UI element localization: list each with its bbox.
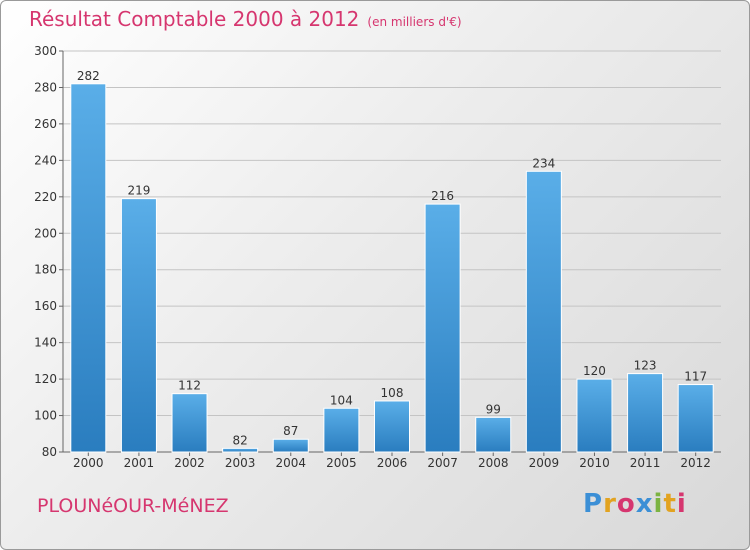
bar-2002 (171, 393, 208, 453)
y-tick-label: 140 (34, 336, 57, 350)
title-text: Résultat Comptable 2000 à 2012 (29, 7, 360, 31)
y-tick-label: 260 (34, 117, 57, 131)
data-label: 99 (486, 402, 501, 416)
bar-2006 (374, 400, 410, 453)
bar-2004 (272, 438, 309, 453)
logo-letter: r (603, 489, 617, 519)
x-tick-label: 2011 (630, 456, 661, 470)
data-label: 112 (178, 379, 201, 393)
y-tick-label: 220 (34, 190, 57, 204)
data-label: 117 (684, 370, 707, 384)
y-tick-label: 240 (34, 153, 57, 167)
proxiti-logo: Proxiti (583, 489, 687, 519)
data-label: 120 (583, 364, 606, 378)
bar-2012 (677, 384, 714, 453)
x-tick-label: 2004 (275, 456, 306, 470)
y-tick-label: 180 (34, 263, 57, 277)
y-tick-label: 300 (34, 44, 57, 58)
y-tick-label: 80 (42, 445, 57, 459)
logo-letter: i (653, 489, 664, 519)
y-tick-label: 160 (34, 299, 57, 313)
x-tick-label: 2000 (73, 456, 104, 470)
y-tick-label: 200 (34, 226, 57, 240)
x-tick-label: 2009 (529, 456, 560, 470)
x-tick-label: 2005 (326, 456, 357, 470)
logo-letter: t (663, 489, 677, 519)
x-tick-label: 2012 (680, 456, 711, 470)
data-label: 282 (77, 69, 100, 83)
y-tick-label: 280 (34, 80, 57, 94)
x-tick-label: 2001 (124, 456, 155, 470)
bar-2005 (323, 407, 360, 453)
logo-letter: i (676, 489, 687, 519)
logo-letter: P (583, 489, 604, 519)
x-tick-label: 2002 (174, 456, 205, 470)
bar-2008 (475, 416, 512, 453)
bar-2011 (627, 373, 664, 453)
x-tick-label: 2003 (225, 456, 256, 470)
y-tick-label: 100 (34, 409, 57, 423)
x-tick-label: 2007 (427, 456, 458, 470)
data-label: 82 (233, 433, 248, 447)
x-tick-label: 2006 (377, 456, 408, 470)
commune-name: PLOUNéOUR-MéNEZ (37, 495, 229, 517)
bar-2009 (525, 170, 562, 453)
chart-title: Résultat Comptable 2000 à 2012 (en millie… (29, 7, 462, 31)
x-tick-label: 2008 (478, 456, 509, 470)
bar-2007 (424, 203, 461, 453)
bar-2000 (70, 83, 107, 453)
data-label: 234 (532, 156, 555, 170)
logo-letter: o (616, 489, 636, 519)
chart-subtitle: (en milliers d'€) (367, 15, 462, 29)
logo-letter: x (635, 489, 654, 519)
bar-2010 (576, 378, 613, 453)
data-label: 219 (127, 184, 150, 198)
bar-2001 (120, 198, 157, 453)
data-labels: 282 219 112 82 87 104 108 216 99 234 120 123 117 (77, 69, 707, 448)
data-label: 108 (381, 386, 404, 400)
bar-2003 (222, 447, 259, 453)
data-label: 87 (283, 424, 298, 438)
y-tick-label: 120 (34, 372, 57, 386)
data-label: 216 (431, 189, 454, 203)
x-tick-label: 2010 (579, 456, 610, 470)
data-label: 104 (330, 393, 353, 407)
data-label: 123 (634, 359, 657, 373)
bars (70, 83, 714, 453)
